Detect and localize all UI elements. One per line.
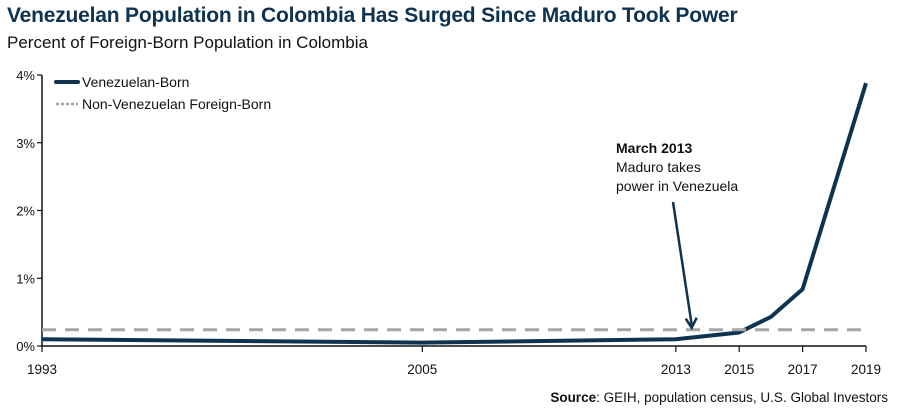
annotation-line-1: Maduro takes: [616, 159, 701, 175]
legend-label-venezuelan: Venezuelan-Born: [82, 74, 189, 90]
series-line-venezuelan-born: [41, 82, 868, 345]
x-tick-label: 2005: [407, 362, 437, 377]
legend-label-non-venezuelan: Non-Venezuelan Foreign-Born: [82, 96, 271, 112]
y-tick-label: 0%: [16, 339, 35, 354]
y-tick-label: 1%: [16, 271, 35, 286]
annotation-arrow: [671, 201, 693, 325]
source-label: Source: [550, 390, 597, 405]
x-tick-label: 2017: [788, 362, 818, 377]
annotation-line-2: power in Venezuela: [616, 178, 738, 194]
x-tick-label: 1993: [27, 362, 57, 377]
x-tick-label: 2013: [661, 362, 691, 377]
chart-title: Venezuelan Population in Colombia Has Su…: [7, 4, 738, 27]
y-tick-label: 4%: [16, 68, 35, 83]
y-tick-label: 2%: [16, 204, 35, 219]
chart-subtitle: Percent of Foreign-Born Population in Co…: [7, 33, 368, 52]
x-tick-label: 2019: [851, 362, 881, 377]
annotation-title: March 2013: [616, 140, 692, 156]
source-text: : GEIH, population census, U.S. Global I…: [596, 390, 888, 405]
x-tick-label: 2015: [724, 362, 754, 377]
arrowhead-icon: [684, 317, 698, 331]
y-tick-label: 3%: [16, 136, 35, 151]
source-note: Source: GEIH, population census, U.S. Gl…: [550, 390, 888, 405]
